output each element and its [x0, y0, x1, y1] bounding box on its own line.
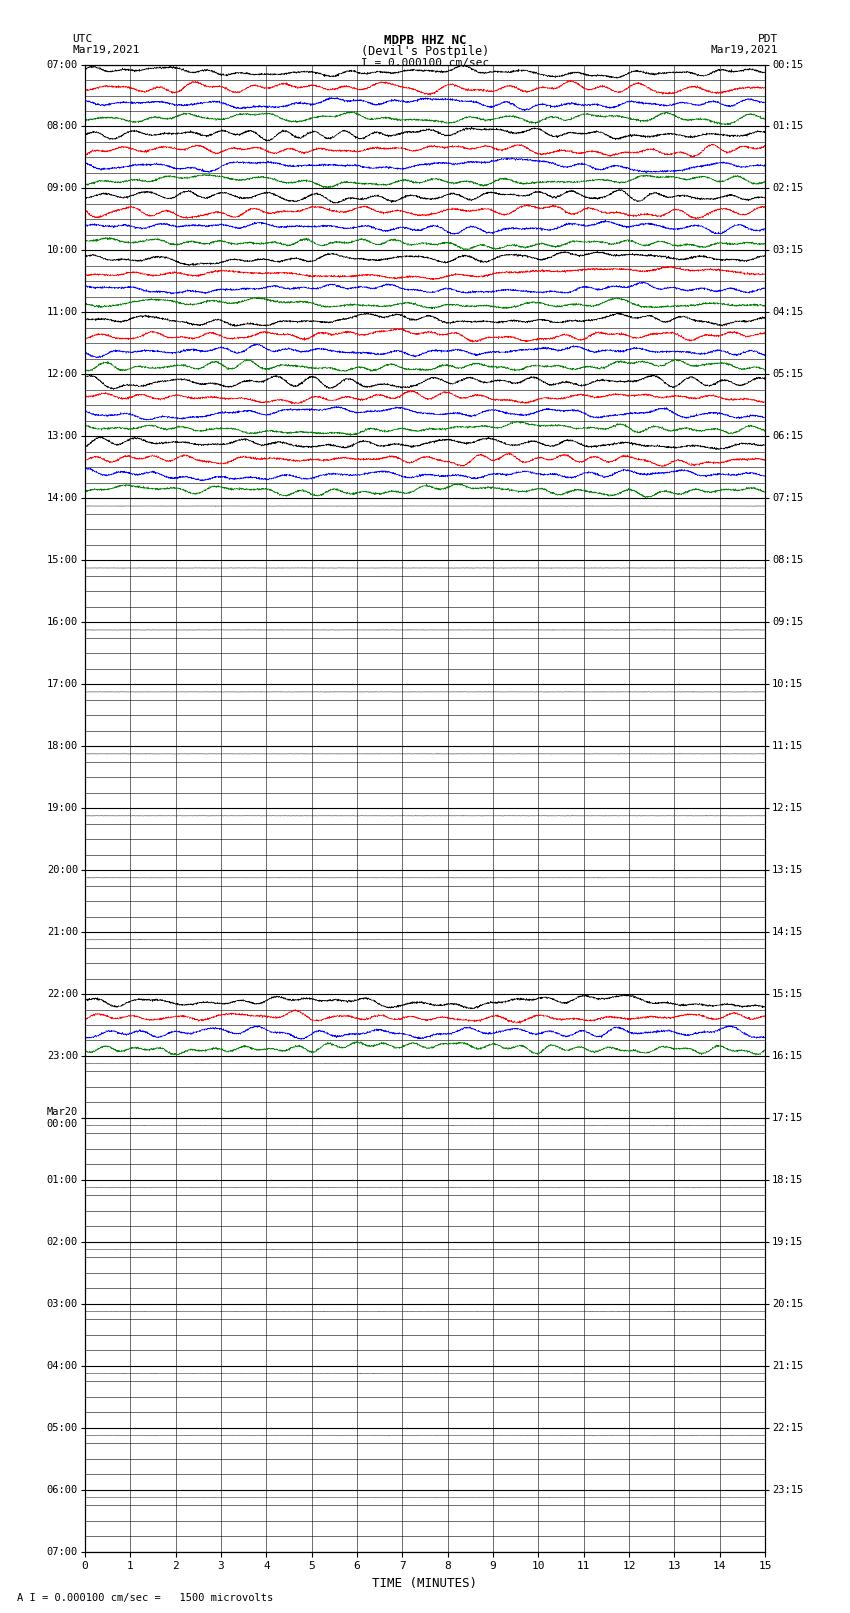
X-axis label: TIME (MINUTES): TIME (MINUTES)	[372, 1578, 478, 1590]
Text: Mar19,2021: Mar19,2021	[711, 45, 778, 55]
Text: I = 0.000100 cm/sec: I = 0.000100 cm/sec	[361, 58, 489, 68]
Text: Mar19,2021: Mar19,2021	[72, 45, 139, 55]
Text: MDPB HHZ NC: MDPB HHZ NC	[383, 34, 467, 47]
Text: UTC: UTC	[72, 34, 93, 44]
Text: (Devil's Postpile): (Devil's Postpile)	[361, 45, 489, 58]
Text: A I = 0.000100 cm/sec =   1500 microvolts: A I = 0.000100 cm/sec = 1500 microvolts	[17, 1594, 273, 1603]
Text: PDT: PDT	[757, 34, 778, 44]
